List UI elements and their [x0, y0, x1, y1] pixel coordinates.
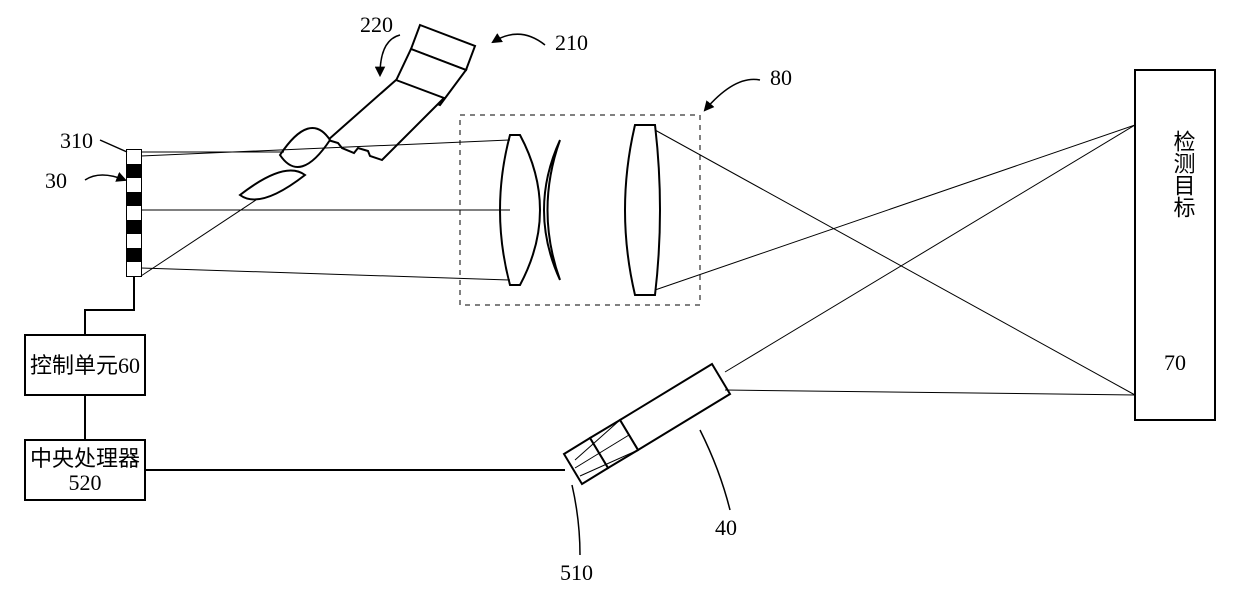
source-lens-1 [280, 128, 330, 167]
lens-80-element-1b [544, 140, 560, 280]
label-n310: 310 [60, 128, 93, 153]
control-unit-box: 控制单元60 [25, 335, 145, 395]
receiver-body-40 [620, 364, 730, 450]
label-n210: 210 [555, 30, 588, 55]
control-unit-label: 控制单元60 [30, 353, 140, 378]
label-n40: 40 [715, 515, 737, 540]
source-body-220 [328, 80, 444, 160]
cpu-label-1: 中央处理器 [30, 446, 140, 471]
label-n510: 510 [560, 560, 593, 585]
source-lens-2 [240, 171, 305, 200]
label-n30: 30 [45, 168, 67, 193]
label-n220: 220 [360, 12, 393, 37]
grating-30 [127, 150, 141, 276]
target-number: 70 [1164, 350, 1186, 375]
cpu-box: 中央处理器 520 [25, 440, 145, 500]
target-box: 检测目标 70 [1135, 70, 1215, 420]
lens-80-element-2 [625, 125, 660, 295]
cpu-label-2: 520 [69, 470, 102, 495]
target-label: 检测目标 [1171, 130, 1196, 218]
label-n80: 80 [770, 65, 792, 90]
connector-grating-to-control [85, 276, 134, 335]
